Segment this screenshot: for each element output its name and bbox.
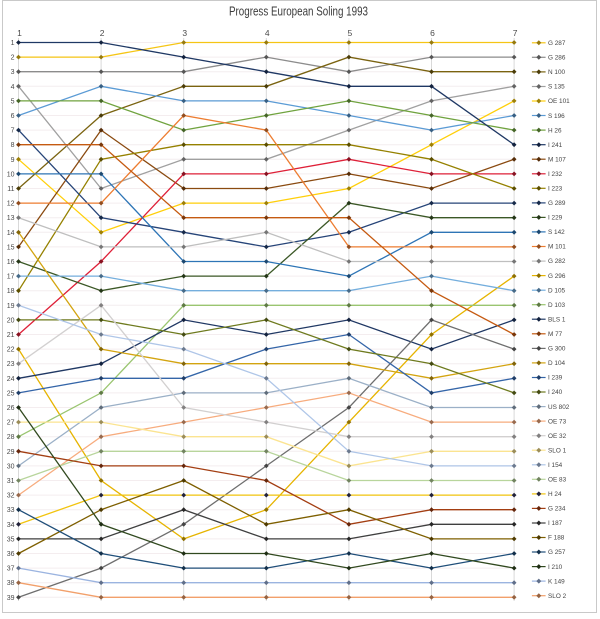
svg-text:32: 32 xyxy=(7,493,15,500)
svg-text:S 196: S 196 xyxy=(548,113,565,120)
svg-text:29: 29 xyxy=(7,449,15,456)
svg-text:15: 15 xyxy=(7,244,15,251)
svg-text:17: 17 xyxy=(7,274,15,281)
svg-text:US 802: US 802 xyxy=(548,404,570,411)
svg-text:OE 83: OE 83 xyxy=(548,477,567,484)
svg-text:20: 20 xyxy=(7,317,15,324)
svg-text:Progress European Soling 1993: Progress European Soling 1993 xyxy=(229,4,368,19)
svg-text:D 105: D 105 xyxy=(548,287,565,294)
svg-text:36: 36 xyxy=(7,551,15,558)
svg-text:2: 2 xyxy=(100,28,105,38)
svg-text:13: 13 xyxy=(7,215,15,222)
svg-text:39: 39 xyxy=(7,595,15,602)
svg-text:24: 24 xyxy=(7,376,15,383)
svg-text:S 142: S 142 xyxy=(548,229,565,236)
svg-text:33: 33 xyxy=(7,507,15,514)
svg-text:1: 1 xyxy=(17,28,22,38)
svg-text:G 287: G 287 xyxy=(548,40,566,47)
svg-text:1: 1 xyxy=(11,40,15,47)
svg-text:25: 25 xyxy=(7,390,15,397)
svg-text:7: 7 xyxy=(11,128,15,135)
svg-text:22: 22 xyxy=(7,347,15,354)
svg-text:27: 27 xyxy=(7,420,15,427)
svg-text:D 104: D 104 xyxy=(548,360,565,367)
svg-text:2: 2 xyxy=(11,55,15,62)
svg-text:I 232: I 232 xyxy=(548,171,563,178)
svg-text:5: 5 xyxy=(348,28,353,38)
svg-text:G 282: G 282 xyxy=(548,258,566,265)
svg-text:OE 73: OE 73 xyxy=(548,418,567,425)
svg-text:18: 18 xyxy=(7,288,15,295)
svg-text:I 210: I 210 xyxy=(548,564,563,571)
svg-text:I 240: I 240 xyxy=(548,389,563,396)
svg-text:G 257: G 257 xyxy=(548,549,566,556)
svg-text:N 100: N 100 xyxy=(548,69,565,76)
svg-text:31: 31 xyxy=(7,478,15,485)
svg-text:G 286: G 286 xyxy=(548,55,566,62)
svg-text:OE 101: OE 101 xyxy=(548,98,570,105)
svg-text:G 296: G 296 xyxy=(548,273,566,280)
svg-text:34: 34 xyxy=(7,522,15,529)
svg-text:I 241: I 241 xyxy=(548,142,563,149)
svg-text:8: 8 xyxy=(11,142,15,149)
svg-text:30: 30 xyxy=(7,463,15,470)
svg-text:G 234: G 234 xyxy=(548,506,566,513)
svg-text:I 154: I 154 xyxy=(548,462,563,469)
svg-text:21: 21 xyxy=(7,332,15,339)
svg-text:11: 11 xyxy=(7,186,14,193)
svg-text:K 149: K 149 xyxy=(548,578,565,585)
svg-text:28: 28 xyxy=(7,434,15,441)
svg-text:3: 3 xyxy=(182,28,187,38)
svg-text:6: 6 xyxy=(430,28,435,38)
svg-text:I 229: I 229 xyxy=(548,215,563,222)
svg-text:3: 3 xyxy=(11,69,15,76)
svg-text:SLO 2: SLO 2 xyxy=(548,593,567,600)
svg-text:OE 32: OE 32 xyxy=(548,433,567,440)
svg-text:F 188: F 188 xyxy=(548,535,565,542)
svg-text:I 187: I 187 xyxy=(548,520,563,527)
svg-text:I 239: I 239 xyxy=(548,375,563,382)
svg-text:I 223: I 223 xyxy=(548,186,563,193)
svg-text:S 135: S 135 xyxy=(548,84,565,91)
svg-text:7: 7 xyxy=(513,28,518,38)
svg-text:5: 5 xyxy=(11,98,15,105)
svg-text:G 300: G 300 xyxy=(548,346,566,353)
svg-text:16: 16 xyxy=(7,259,15,266)
svg-text:M 101: M 101 xyxy=(548,244,566,251)
svg-text:35: 35 xyxy=(7,536,15,543)
svg-text:G 289: G 289 xyxy=(548,200,566,207)
svg-text:19: 19 xyxy=(7,303,15,310)
svg-text:9: 9 xyxy=(11,157,15,164)
svg-text:26: 26 xyxy=(7,405,15,412)
svg-text:M 107: M 107 xyxy=(548,156,566,163)
svg-text:14: 14 xyxy=(7,230,15,237)
svg-text:M 77: M 77 xyxy=(548,331,563,338)
svg-text:H 26: H 26 xyxy=(548,127,562,134)
svg-text:10: 10 xyxy=(7,171,15,178)
svg-text:BLS 1: BLS 1 xyxy=(548,316,566,323)
svg-text:H 24: H 24 xyxy=(548,491,562,498)
svg-text:12: 12 xyxy=(7,201,15,208)
svg-text:6: 6 xyxy=(11,113,15,120)
svg-text:38: 38 xyxy=(7,580,15,587)
svg-text:4: 4 xyxy=(265,28,270,38)
svg-text:23: 23 xyxy=(7,361,15,368)
svg-text:4: 4 xyxy=(11,84,15,91)
svg-text:37: 37 xyxy=(7,566,15,573)
svg-text:SLO 1: SLO 1 xyxy=(548,447,567,454)
svg-text:D 103: D 103 xyxy=(548,302,565,309)
